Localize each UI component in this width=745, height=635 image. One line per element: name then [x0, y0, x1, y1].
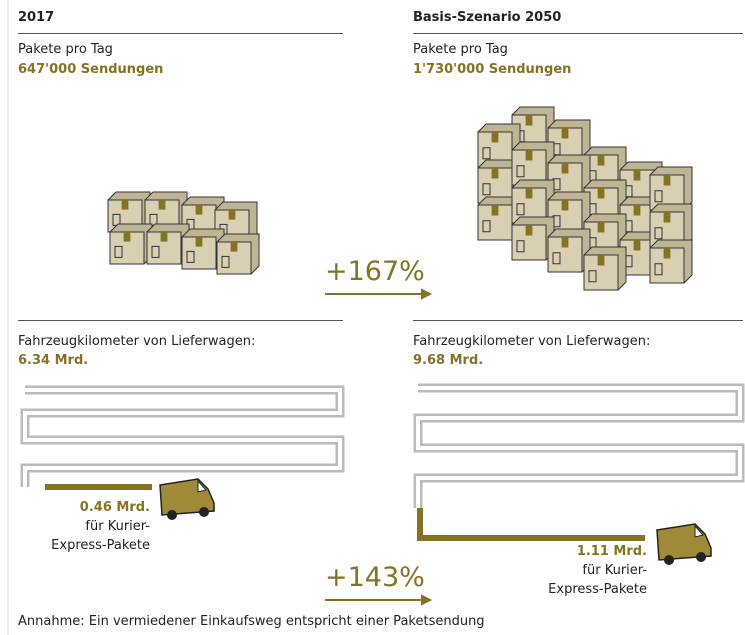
infographic: 2017 Pakete pro Tag 647'000 Sendungen Fa…	[0, 0, 745, 635]
header: 2017	[18, 10, 54, 25]
label: für Kurier-	[85, 519, 150, 534]
value: 647'000 Sendungen	[18, 62, 163, 77]
value: 0.46 Mrd.	[80, 500, 150, 515]
box-part	[562, 128, 569, 139]
value: 6.34 Mrd.	[18, 353, 88, 368]
change: +167%	[325, 256, 425, 287]
label: Pakete pro Tag	[413, 42, 508, 57]
box-part	[526, 115, 533, 126]
box-part	[526, 150, 533, 161]
box-part	[634, 240, 641, 251]
label: für Kurier-	[582, 563, 647, 578]
box-part	[562, 200, 569, 211]
rule	[18, 320, 343, 321]
footnote: Annahme: Ein vermiedener Einkaufsweg ent…	[18, 614, 485, 629]
value: 9.68 Mrd.	[413, 353, 483, 368]
header: Basis-Szenario 2050	[413, 10, 561, 25]
box-part	[598, 155, 605, 166]
box-part	[562, 163, 569, 174]
box-part	[562, 237, 569, 248]
box-part	[161, 232, 168, 242]
label: Pakete pro Tag	[18, 42, 113, 57]
box-part	[124, 232, 131, 242]
box-part	[634, 205, 641, 216]
box-part	[159, 200, 166, 210]
box-part	[492, 168, 499, 179]
box-part	[664, 212, 671, 223]
route-total-2050-inner	[418, 388, 740, 508]
label: Express-Pakete	[548, 582, 647, 597]
box-part	[231, 242, 238, 252]
value: 1'730'000 Sendungen	[413, 62, 571, 77]
value: 1.11 Mrd.	[577, 544, 647, 559]
route-kep-2050	[420, 508, 645, 538]
box-part	[598, 188, 605, 199]
box-part	[196, 237, 203, 247]
rule	[413, 33, 743, 34]
box-part	[598, 255, 605, 266]
box-part	[598, 222, 605, 233]
van	[657, 524, 711, 565]
box-part	[664, 175, 671, 186]
box-part	[492, 132, 499, 143]
box-part	[196, 205, 203, 215]
box-part	[664, 248, 671, 259]
change: +143%	[325, 562, 425, 593]
label: Express-Pakete	[51, 538, 150, 553]
label: Fahrzeugkilometer von Lieferwagen:	[18, 334, 255, 349]
box-part	[634, 170, 641, 181]
box-part	[526, 188, 533, 199]
rule	[18, 33, 343, 34]
box-part	[122, 200, 129, 210]
box-part	[229, 210, 236, 220]
box-part	[492, 205, 499, 216]
van	[160, 479, 214, 520]
label: Fahrzeugkilometer von Lieferwagen:	[413, 334, 650, 349]
box-part	[526, 225, 533, 236]
rule	[413, 320, 743, 321]
